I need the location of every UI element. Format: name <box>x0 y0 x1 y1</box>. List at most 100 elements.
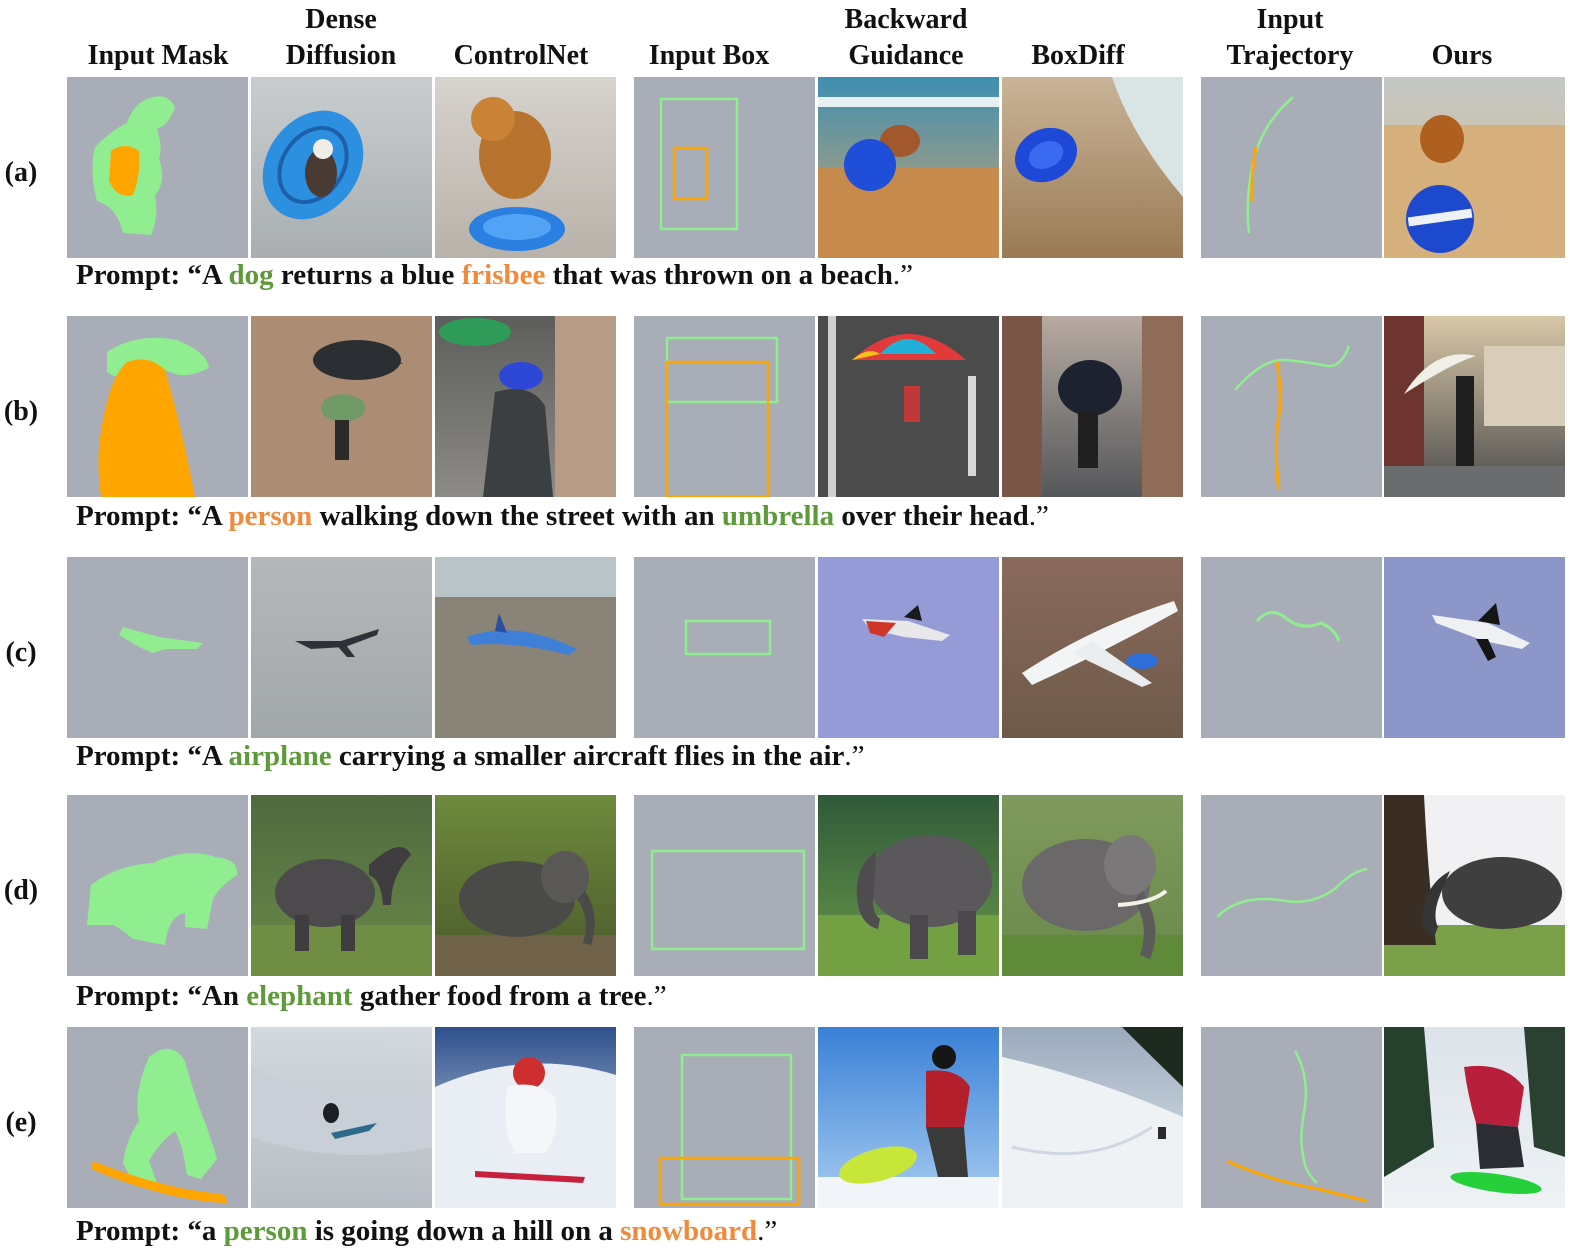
column-header-traj: Input Trajectory <box>1180 2 1400 74</box>
image-bg-e <box>818 1027 999 1208</box>
prompt-caption: Prompt: “A dog returns a blue frisbee th… <box>76 259 913 292</box>
highlight-green: dog <box>228 259 274 291</box>
image-ours-graphic <box>1384 1027 1565 1208</box>
image-bg-graphic <box>818 557 999 738</box>
prompt-text: .” <box>646 980 667 1012</box>
image-traj-d <box>1201 795 1382 976</box>
highlight-green: airplane <box>228 740 332 772</box>
image-dense-graphic <box>251 795 432 976</box>
image-mask-graphic <box>67 1027 248 1208</box>
image-traj-graphic <box>1201 795 1382 976</box>
column-header-line: BoxDiff <box>1031 40 1125 71</box>
column-header-line: Guidance <box>848 40 964 71</box>
image-box-a <box>634 77 815 258</box>
image-traj-b <box>1201 316 1382 497</box>
image-mask-graphic <box>67 557 248 738</box>
prompt-text: is going down a hill on a <box>307 1215 621 1247</box>
prompt-caption: Prompt: “An elephant gather food from a … <box>76 980 667 1013</box>
column-header-line: Diffusion <box>285 40 397 71</box>
image-dense-a <box>251 77 432 258</box>
prompt-text: Prompt: “A <box>76 259 229 291</box>
image-bg-c <box>818 557 999 738</box>
image-box-graphic <box>634 316 815 497</box>
image-bdiff-graphic <box>1002 557 1183 738</box>
prompt-text: .” <box>844 740 865 772</box>
image-bdiff-a <box>1002 77 1183 258</box>
image-ours-d <box>1384 795 1565 976</box>
highlight-green: elephant <box>246 980 353 1012</box>
row-label: (a) <box>4 157 38 188</box>
prompt-text: carrying a smaller aircraft flies in the… <box>331 740 845 772</box>
prompt-text: Prompt: “A <box>76 740 229 772</box>
image-cnet-c <box>435 557 616 738</box>
image-bg-d <box>818 795 999 976</box>
image-bdiff-d <box>1002 795 1183 976</box>
column-header-line: ControlNet <box>453 40 589 71</box>
image-traj-graphic <box>1201 77 1382 258</box>
image-traj-e <box>1201 1027 1382 1208</box>
prompt-text: gather food from a tree <box>352 980 647 1012</box>
image-dense-d <box>251 795 432 976</box>
image-cnet-graphic <box>435 795 616 976</box>
column-header-bg: Backward Guidance <box>796 2 1016 74</box>
prompt-caption: Prompt: “A airplane carrying a smaller a… <box>76 740 865 773</box>
prompt-caption: Prompt: “A person walking down the stree… <box>76 500 1049 533</box>
prompt-text: .” <box>1028 500 1049 532</box>
image-dense-graphic <box>251 316 432 497</box>
highlight-orange: frisbee <box>461 259 546 291</box>
image-dense-graphic <box>251 77 432 258</box>
image-box-graphic <box>634 1027 815 1208</box>
image-mask-a <box>67 77 248 258</box>
image-mask-b <box>67 316 248 497</box>
image-bdiff-graphic <box>1002 77 1183 258</box>
prompt-text: Prompt: “A <box>76 500 229 532</box>
prompt-text: that was thrown on a beach <box>545 259 893 291</box>
image-dense-graphic <box>251 557 432 738</box>
image-traj-graphic <box>1201 316 1382 497</box>
column-header-bdiff: BoxDiff <box>968 38 1188 74</box>
column-header-line: Input Mask <box>87 40 229 71</box>
image-dense-e <box>251 1027 432 1208</box>
highlight-orange: person <box>228 500 313 532</box>
column-header-dense: Dense Diffusion <box>231 2 451 74</box>
image-traj-c <box>1201 557 1382 738</box>
image-ours-graphic <box>1384 795 1565 976</box>
image-traj-graphic <box>1201 1027 1382 1208</box>
prompt-text: .” <box>892 259 914 291</box>
image-ours-a <box>1384 77 1565 258</box>
image-box-graphic <box>634 795 815 976</box>
column-header-line: Input <box>1256 4 1324 35</box>
image-bdiff-b <box>1002 316 1183 497</box>
image-mask-graphic <box>67 77 248 258</box>
image-bg-graphic <box>818 77 999 258</box>
prompt-text: walking down the street with an <box>312 500 722 532</box>
image-cnet-e <box>435 1027 616 1208</box>
row-label: (d) <box>3 875 39 906</box>
image-cnet-graphic <box>435 1027 616 1208</box>
highlight-green: person <box>223 1215 308 1247</box>
image-mask-graphic <box>67 316 248 497</box>
image-box-graphic <box>634 77 815 258</box>
image-cnet-graphic <box>435 77 616 258</box>
image-dense-b <box>251 316 432 497</box>
prompt-text: .” <box>757 1215 778 1247</box>
column-header-line: Ours <box>1431 40 1493 71</box>
row-label: (e) <box>5 1107 37 1138</box>
highlight-green: umbrella <box>721 500 835 532</box>
image-ours-graphic <box>1384 557 1565 738</box>
column-header-box: Input Box <box>599 38 819 74</box>
image-mask-e <box>67 1027 248 1208</box>
row-label: (b) <box>3 396 39 427</box>
image-bg-graphic <box>818 1027 999 1208</box>
prompt-text: Prompt: “An <box>76 980 247 1012</box>
image-box-b <box>634 316 815 497</box>
column-header-line: Input Box <box>648 40 770 71</box>
row-label: (c) <box>5 637 37 668</box>
image-bg-b <box>818 316 999 497</box>
image-bdiff-graphic <box>1002 316 1183 497</box>
image-ours-c <box>1384 557 1565 738</box>
image-bg-graphic <box>818 316 999 497</box>
image-bdiff-graphic <box>1002 795 1183 976</box>
image-dense-graphic <box>251 1027 432 1208</box>
image-ours-graphic <box>1384 316 1565 497</box>
